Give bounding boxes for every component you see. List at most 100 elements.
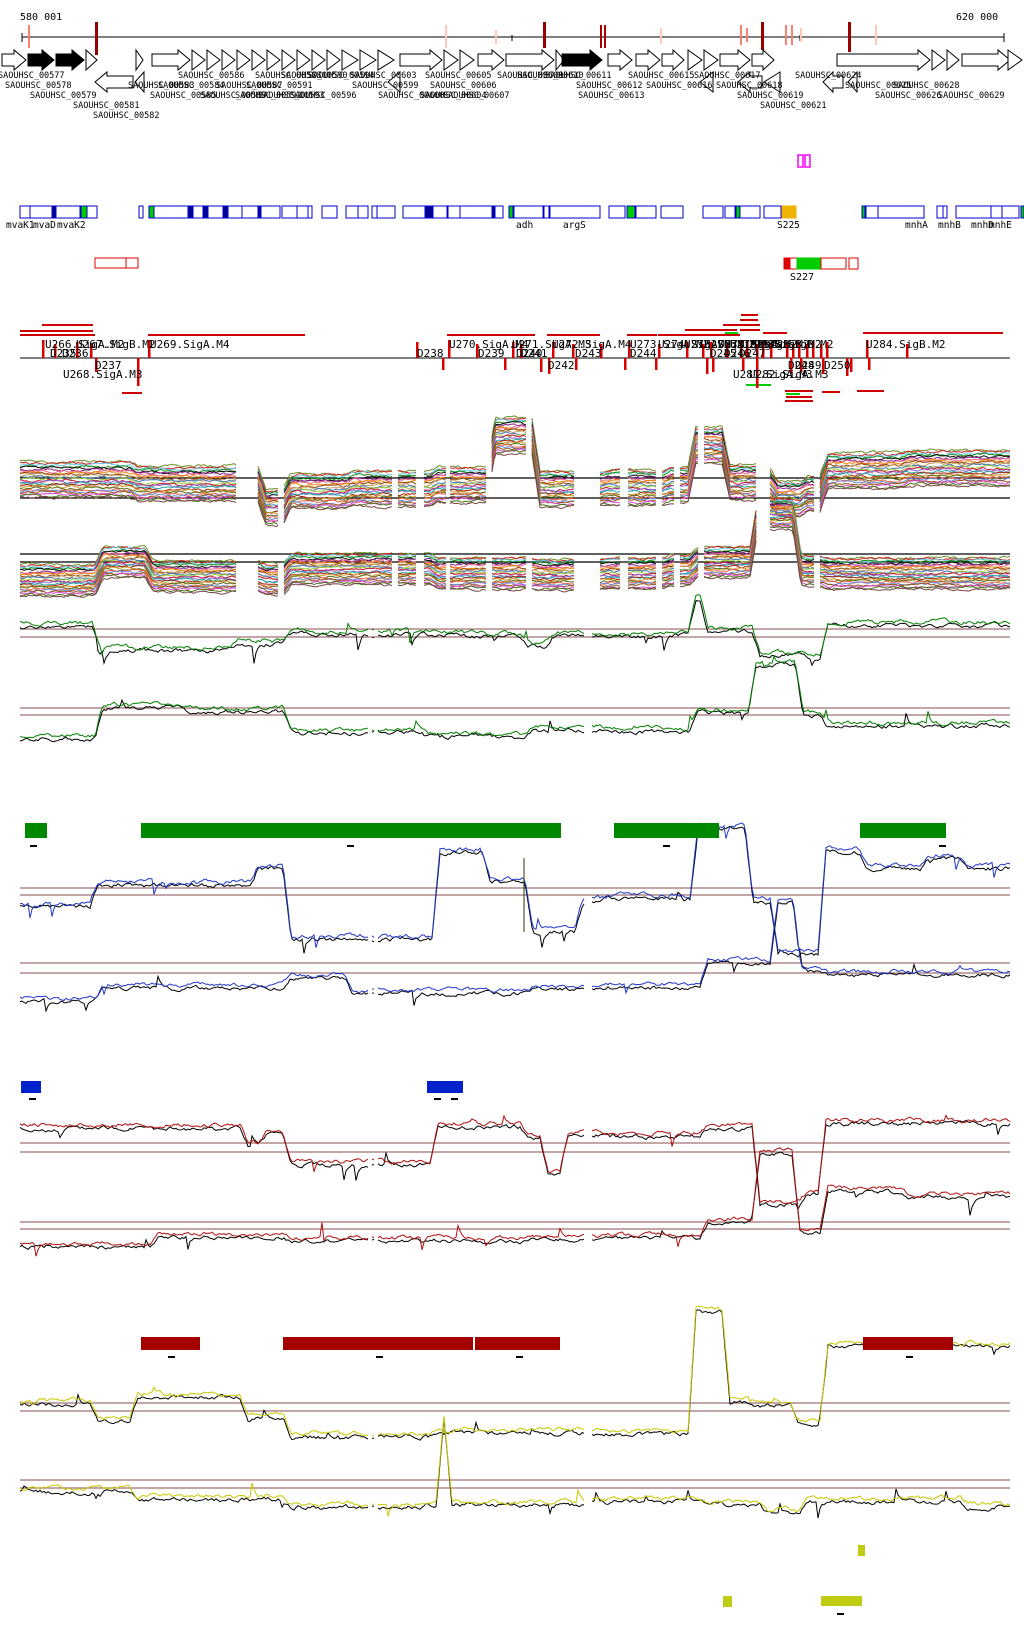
gene-arrow[interactable] [134, 70, 145, 94]
feature-box-navy[interactable] [491, 205, 496, 219]
feature-box[interactable] [307, 205, 313, 219]
gene-arrow[interactable] [687, 49, 703, 71]
feature-box[interactable] [990, 205, 1003, 219]
feature-box[interactable] [153, 205, 189, 219]
gene-arrow[interactable] [699, 70, 714, 94]
gene-arrow[interactable] [311, 48, 326, 72]
gene-arrow[interactable] [326, 48, 341, 72]
feature-box[interactable] [942, 205, 948, 219]
gene-arrow[interactable] [751, 48, 775, 72]
segment-bars-red[interactable] [863, 1337, 953, 1350]
feature-box-green[interactable] [80, 205, 88, 219]
gene-arrow[interactable] [763, 71, 781, 93]
s227-outline-box-2[interactable] [848, 257, 859, 270]
gene-arrow[interactable] [822, 70, 844, 94]
magenta-feature-box[interactable] [804, 154, 811, 168]
segment-bars-yellow[interactable] [723, 1596, 732, 1607]
gene-arrow[interactable] [151, 48, 191, 72]
feature-box[interactable] [936, 205, 944, 219]
gene-arrow[interactable] [661, 48, 685, 72]
s227-outline-box[interactable] [820, 257, 847, 270]
track-green-signal-2[interactable] [0, 675, 1024, 787]
feature-box-green[interactable] [626, 205, 636, 219]
segment-bars-yellow[interactable] [821, 1596, 862, 1606]
feature-box[interactable] [1001, 205, 1020, 219]
feature-box[interactable] [29, 205, 53, 219]
gene-arrow[interactable] [191, 48, 206, 72]
feature-box[interactable] [402, 205, 426, 219]
feature-box-green[interactable] [735, 205, 741, 219]
gene-arrow[interactable] [443, 49, 459, 71]
feature-box[interactable] [877, 205, 925, 219]
gene-arrow[interactable] [281, 48, 296, 72]
gene-arrow[interactable] [377, 49, 395, 71]
gene-arrow[interactable] [635, 48, 661, 72]
feature-box-navy[interactable] [424, 205, 434, 219]
gene-arrow[interactable] [359, 49, 377, 71]
s227-green-segment[interactable] [796, 257, 821, 270]
feature-box[interactable] [19, 205, 31, 219]
feature-box[interactable] [635, 205, 657, 219]
gene-arrow[interactable] [477, 48, 505, 72]
s227-white-segment[interactable] [789, 257, 798, 270]
feature-box[interactable] [376, 205, 396, 219]
segment-bars-red[interactable] [475, 1337, 560, 1350]
gene-arrow[interactable] [836, 48, 931, 72]
track-green-signal-1[interactable] [0, 597, 1024, 682]
gene-arrow[interactable] [387, 70, 401, 94]
gene-arrow[interactable] [561, 48, 603, 72]
segment-bars-blue[interactable] [427, 1081, 463, 1093]
feature-box[interactable] [955, 205, 992, 219]
track-blue-signal-2[interactable] [0, 925, 1024, 1037]
gene-arrow[interactable] [399, 48, 443, 72]
feature-box[interactable] [739, 205, 761, 219]
gene-arrow[interactable] [931, 48, 946, 72]
feature-box-green[interactable] [508, 205, 514, 219]
gene-arrow[interactable] [505, 48, 555, 72]
segment-bars-blue[interactable] [21, 1081, 41, 1093]
feature-box[interactable] [371, 205, 378, 219]
feature-box[interactable] [702, 205, 724, 219]
feature-box[interactable] [549, 205, 601, 219]
red-outline-box[interactable] [94, 257, 139, 269]
feature-box-navy[interactable] [257, 205, 262, 219]
segment-bars-green[interactable] [614, 823, 719, 838]
feature-box[interactable] [432, 205, 448, 219]
gene-arrow[interactable] [703, 49, 719, 71]
feature-box[interactable] [513, 205, 544, 219]
feature-box[interactable] [459, 205, 493, 219]
feature-box[interactable] [281, 205, 298, 219]
track-red-signal-2[interactable] [0, 1169, 1024, 1298]
gene-arrow[interactable] [206, 48, 221, 72]
gene-arrow[interactable] [459, 49, 475, 71]
feature-box[interactable] [447, 205, 461, 219]
feature-box[interactable] [227, 205, 243, 219]
feature-box-green[interactable] [1020, 205, 1024, 219]
track-yellow-signal-2[interactable] [0, 1456, 1024, 1546]
feature-box-navy[interactable] [202, 205, 209, 219]
gene-arrow[interactable] [266, 48, 281, 72]
feature-box[interactable] [241, 205, 259, 219]
gene-arrow[interactable] [296, 48, 311, 72]
feature-box[interactable] [55, 205, 81, 219]
feature-box[interactable] [192, 205, 204, 219]
segment-bars-green[interactable] [25, 823, 47, 838]
segment-bars-green[interactable] [141, 823, 561, 838]
feature-box-green[interactable] [148, 205, 155, 219]
segment-bars-green[interactable] [860, 823, 946, 838]
feature-box[interactable] [345, 205, 359, 219]
gene-arrow[interactable] [341, 49, 359, 71]
feature-box-s225[interactable] [781, 205, 797, 219]
feature-box[interactable] [608, 205, 626, 219]
feature-box[interactable] [138, 205, 144, 219]
feature-box[interactable] [763, 205, 782, 219]
feature-box[interactable] [321, 205, 338, 219]
gene-arrow[interactable] [251, 48, 266, 72]
gene-arrow[interactable] [85, 48, 98, 72]
feature-box[interactable] [543, 205, 550, 219]
segment-bars-red[interactable] [141, 1337, 200, 1350]
feature-box-green[interactable] [861, 205, 866, 219]
gene-arrow[interactable] [55, 48, 85, 72]
magenta-feature-box[interactable] [797, 154, 804, 168]
segment-bars-red[interactable] [283, 1337, 473, 1350]
